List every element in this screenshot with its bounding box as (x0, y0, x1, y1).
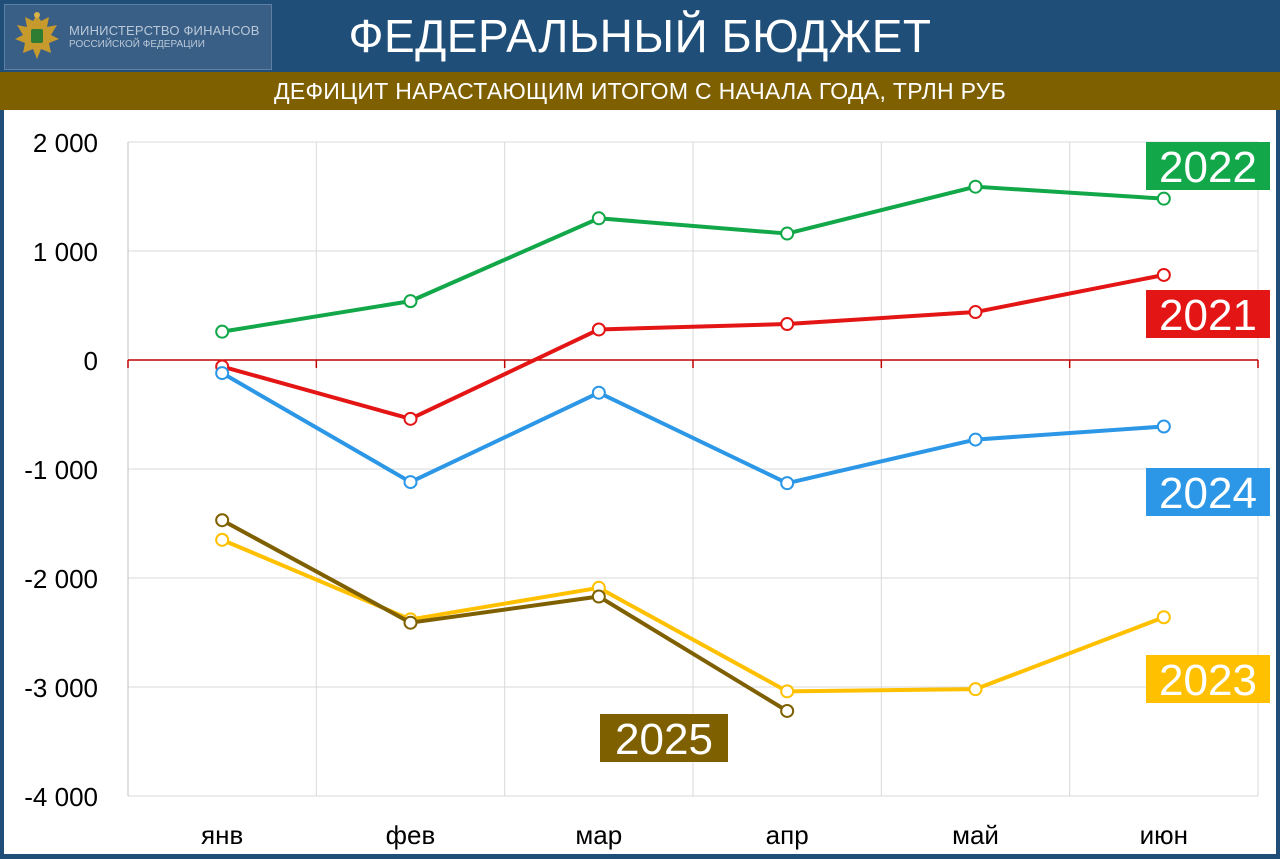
grid-layer (127, 141, 1259, 797)
data-point-2024 (968, 432, 983, 447)
y-tick-label: -2 000 (24, 564, 98, 594)
header-bar: МИНИСТЕРСТВО ФИНАНСОВ РОССИЙСКОЙ ФЕДЕРАЦ… (0, 0, 1280, 72)
data-point-2024 (780, 476, 795, 491)
y-tick-label: 2 000 (33, 128, 98, 158)
series-line-2021 (221, 273, 1165, 421)
data-point-2023 (1156, 610, 1171, 625)
eagle-emblem-icon (15, 12, 59, 59)
data-point-2025 (591, 589, 606, 604)
series-label-2023: 2023 (1159, 656, 1257, 705)
series-label-2024: 2024 (1159, 469, 1257, 518)
data-point-2021 (968, 305, 983, 320)
x-tick-label: июн (1140, 820, 1188, 850)
y-tick-label: 1 000 (33, 237, 98, 267)
data-point-2021 (1156, 267, 1171, 282)
series-line-2024 (221, 371, 1164, 486)
series-label-layer: 2022 2021 2024 2023 2025 (600, 142, 1270, 764)
chart-subtitle: ДЕФИЦИТ НАРАСТАЮЩИМ ИТОГОМ С НАЧАЛА ГОДА… (0, 72, 1280, 110)
axis-layer: 2 000 1 000 0 -1 000 -2 000 -3 000 -4 000 янв фе… (24, 128, 1259, 850)
series-label-box-2024 (1146, 468, 1270, 516)
x-tick-label: янв (201, 820, 243, 850)
ministry-logo: МИНИСТЕРСТВО ФИНАНСОВ РОССИЙСКОЙ ФЕДЕРАЦ… (4, 4, 272, 70)
series-label-box-2021 (1146, 290, 1270, 338)
series-label-2021: 2021 (1159, 291, 1257, 340)
data-point-2022 (215, 324, 230, 339)
data-point-2025 (215, 513, 230, 528)
data-point-2022 (403, 294, 418, 309)
series-label-box-2025 (600, 714, 728, 762)
data-point-2024 (591, 385, 606, 400)
y-tick-label: -1 000 (24, 455, 98, 485)
data-point-2023 (968, 682, 983, 697)
x-tick-label: май (952, 820, 999, 850)
series-label-box-2023 (1146, 655, 1270, 703)
x-tick-label: апр (766, 820, 809, 850)
data-point-2024 (1156, 419, 1171, 434)
chart-panel: 2 000 1 000 0 -1 000 -2 000 -3 000 -4 000 янв фе… (4, 110, 1276, 854)
data-point-2025 (403, 615, 418, 630)
series-label-2025: 2025 (615, 715, 713, 764)
y-tick-label: -4 000 (24, 782, 98, 812)
data-point-2022 (1156, 191, 1171, 206)
data-point-2022 (591, 211, 606, 226)
data-point-2025 (780, 703, 795, 718)
series-label-2022: 2022 (1159, 143, 1257, 192)
data-point-2021 (591, 322, 606, 337)
data-point-2022 (780, 226, 795, 241)
data-point-2023 (780, 684, 795, 699)
data-point-2021 (780, 317, 795, 332)
data-point-2024 (403, 475, 418, 490)
y-tick-label: 0 (84, 346, 98, 376)
logo-line2: РОССИЙСКОЙ ФЕДЕРАЦИИ (69, 38, 205, 50)
x-tick-label: фев (386, 820, 436, 850)
series-line-2022 (221, 184, 1164, 334)
data-point-2024 (215, 366, 230, 381)
page-title: ФЕДЕРАЛЬНЫЙ БЮДЖЕТ (348, 10, 932, 62)
data-point-2022 (968, 179, 983, 194)
data-point-2023 (215, 532, 230, 547)
x-tick-label: мар (575, 820, 622, 850)
data-point-2021 (403, 411, 418, 426)
series-label-box-2022 (1146, 142, 1270, 190)
y-tick-label: -3 000 (24, 673, 98, 703)
series-line-2025 (221, 518, 789, 713)
logo-line1: МИНИСТЕРСТВО ФИНАНСОВ (69, 22, 260, 38)
line-chart: 2 000 1 000 0 -1 000 -2 000 -3 000 -4 000 янв фе… (24, 128, 1270, 850)
series-layer (215, 179, 1171, 718)
